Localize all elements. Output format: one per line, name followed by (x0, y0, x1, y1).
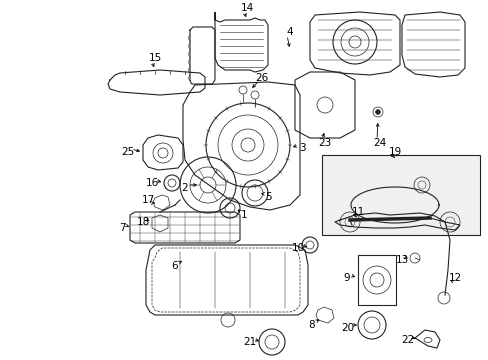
Bar (321, 155, 479, 235)
Text: 25: 25 (121, 147, 134, 157)
Text: 2: 2 (182, 183, 188, 193)
Text: 10: 10 (291, 243, 304, 253)
Text: 26: 26 (255, 73, 268, 83)
Text: 11: 11 (351, 207, 364, 217)
Text: 6: 6 (171, 261, 178, 271)
Text: 16: 16 (145, 178, 158, 188)
Text: 21: 21 (243, 337, 256, 347)
Text: 12: 12 (447, 273, 461, 283)
Text: 5: 5 (264, 192, 271, 202)
Circle shape (375, 109, 380, 114)
Text: 20: 20 (341, 323, 354, 333)
Text: 17: 17 (141, 195, 154, 205)
Text: 1: 1 (240, 210, 247, 220)
Text: 7: 7 (119, 223, 125, 233)
Text: 13: 13 (395, 255, 408, 265)
Text: 9: 9 (343, 273, 349, 283)
Text: 3: 3 (298, 143, 305, 153)
Text: 8: 8 (308, 320, 315, 330)
Text: 4: 4 (286, 27, 293, 37)
Bar (357, 255, 395, 305)
Text: 18: 18 (136, 217, 149, 227)
Text: 24: 24 (373, 138, 386, 148)
Text: 14: 14 (240, 3, 253, 13)
Text: 22: 22 (401, 335, 414, 345)
Text: 23: 23 (318, 138, 331, 148)
Text: 19: 19 (387, 147, 401, 157)
Text: 15: 15 (148, 53, 162, 63)
